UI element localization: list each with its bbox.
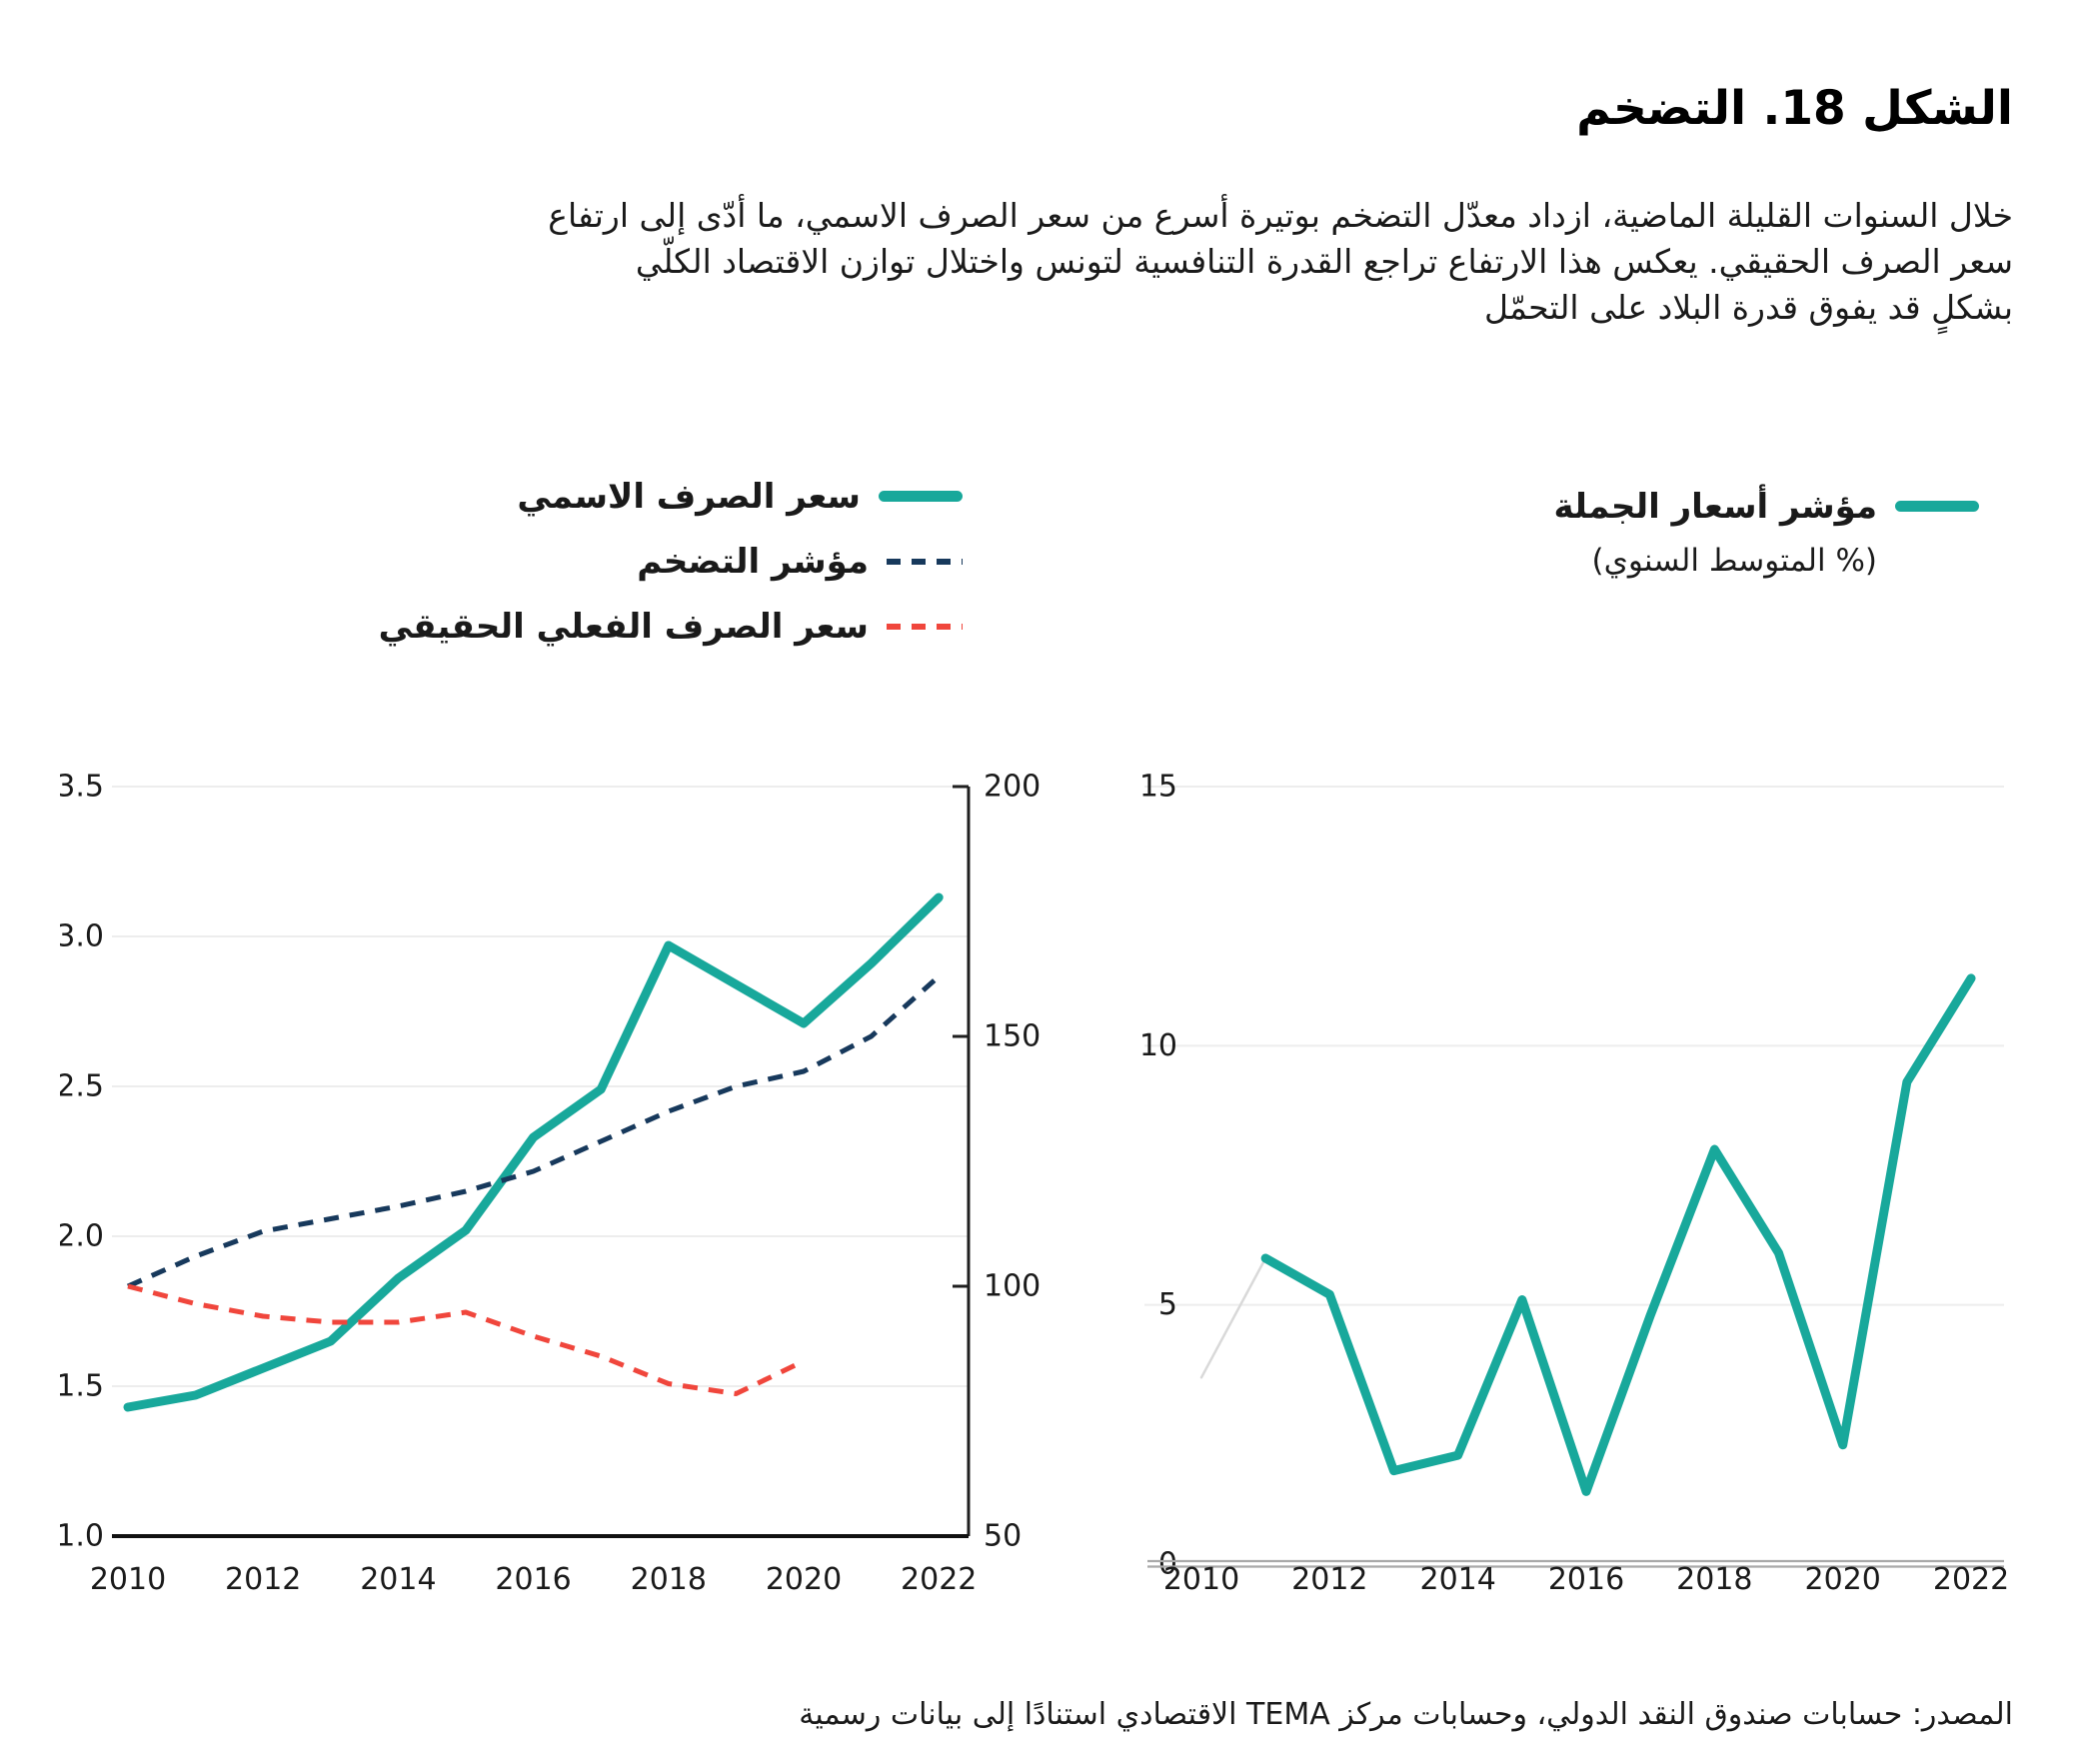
series-line-red: [127, 1283, 806, 1396]
y-axis-tick-label: 15: [1139, 770, 1177, 805]
x-axis-tick-label: 2014: [360, 1562, 436, 1597]
legend-item-inflation-index: مؤشر التضخم: [379, 539, 963, 584]
x-axis-tick-label: 2018: [1676, 1562, 1752, 1597]
x-axis-tick-label: 2010: [90, 1562, 166, 1597]
y-axis-tick-label: 10: [1139, 1028, 1177, 1063]
x-axis-tick-label: 2016: [495, 1562, 571, 1597]
right-axis-tick-label: 50: [984, 1519, 1022, 1554]
legend-label: مؤشر أسعار الجملة: [1553, 486, 1877, 527]
y-axis-tick-label: 0: [1158, 1547, 1177, 1582]
series-faint-lead-in-segment: [1199, 1256, 1267, 1379]
right-axis-tick-label: 150: [984, 1019, 1041, 1054]
series-line-teal: [1260, 973, 1976, 1496]
left-axis-tick-label: 1.0: [60, 1519, 104, 1554]
x-axis-tick-label: 2020: [766, 1562, 842, 1597]
y-axis-tick-label: 5: [1158, 1287, 1177, 1322]
red-dashed-line-swatch-icon: [887, 623, 963, 630]
left-axis-tick-label: 1.5: [60, 1369, 104, 1404]
legend-label: سعر الصرف الاسمي: [517, 476, 861, 517]
x-axis-tick-label: 2014: [1420, 1562, 1496, 1597]
legend-left: سعر الصرف الاسمي مؤشر التضخم سعر الصرف ا…: [379, 474, 963, 649]
legend-item-wholesale-price-index: مؤشر أسعار الجملة: [1554, 484, 1979, 529]
x-axis-tick-label: 2020: [1805, 1562, 1881, 1597]
legend-label: سعر الصرف الفعلي الحقيقي: [378, 606, 869, 647]
x-axis-tick-label: 2012: [1291, 1562, 1367, 1597]
navy-dashed-line-swatch-icon: [887, 558, 963, 565]
legend-label: مؤشر التضخم: [637, 541, 869, 582]
legend-item-real-effective-exchange-rate: سعر الصرف الفعلي الحقيقي: [379, 604, 963, 649]
teal-solid-line-swatch-icon: [1895, 501, 1979, 512]
left-axis-tick-label: 2.5: [60, 1069, 104, 1104]
legend-item-nominal-exchange-rate: سعر الصرف الاسمي: [379, 474, 963, 519]
x-axis-tick-label: 2022: [1933, 1562, 2009, 1597]
left-chart-exchange-rate-inflation: 3.5 3.0 2.5 2.0 1.5 1.0 200 150 100 50 2010 2012 201…: [60, 770, 1041, 1598]
right-axis-tick-label: 100: [984, 1269, 1041, 1304]
figure-title: الشكل 18. التضخم: [1576, 81, 2013, 137]
left-axis-tick-label: 2.0: [60, 1219, 104, 1254]
x-axis-tick-label: 2010: [1163, 1562, 1239, 1597]
x-axis-tick-label: 2012: [225, 1562, 301, 1597]
teal-solid-line-swatch-icon: [879, 491, 963, 502]
x-axis-tick-label: 2022: [901, 1562, 977, 1597]
left-axis-tick-label: 3.5: [60, 770, 104, 805]
subtitle-line-3: بشكلٍ قد يفوق قدرة البلاد على التحمّل: [1484, 288, 2013, 327]
left-axis-tick-label: 3.0: [60, 919, 104, 954]
legend-sublabel: (% المتوسط السنوي): [1591, 543, 1877, 579]
subtitle-line-1: خلال السنوات القليلة الماضية، ازداد معدّ…: [548, 196, 2013, 235]
figure-subtitle: خلال السنوات القليلة الماضية، ازداد معدّ…: [70, 193, 2013, 331]
source-note: المصدر: حسابات صندوق النقد الدولي، وحساب…: [799, 1697, 2013, 1732]
series-line-teal: [123, 892, 944, 1412]
right-axis-tick-label: 200: [984, 770, 1041, 805]
legend-right: مؤشر أسعار الجملة (% المتوسط السنوي): [1554, 484, 1979, 579]
series-line-navy: [126, 974, 941, 1289]
x-axis-tick-label: 2016: [1548, 1562, 1624, 1597]
subtitle-line-2: سعر الصرف الحقيقي. يعكس هذا الارتفاع ترا…: [635, 242, 2013, 281]
x-axis-tick-label: 2018: [631, 1562, 707, 1597]
